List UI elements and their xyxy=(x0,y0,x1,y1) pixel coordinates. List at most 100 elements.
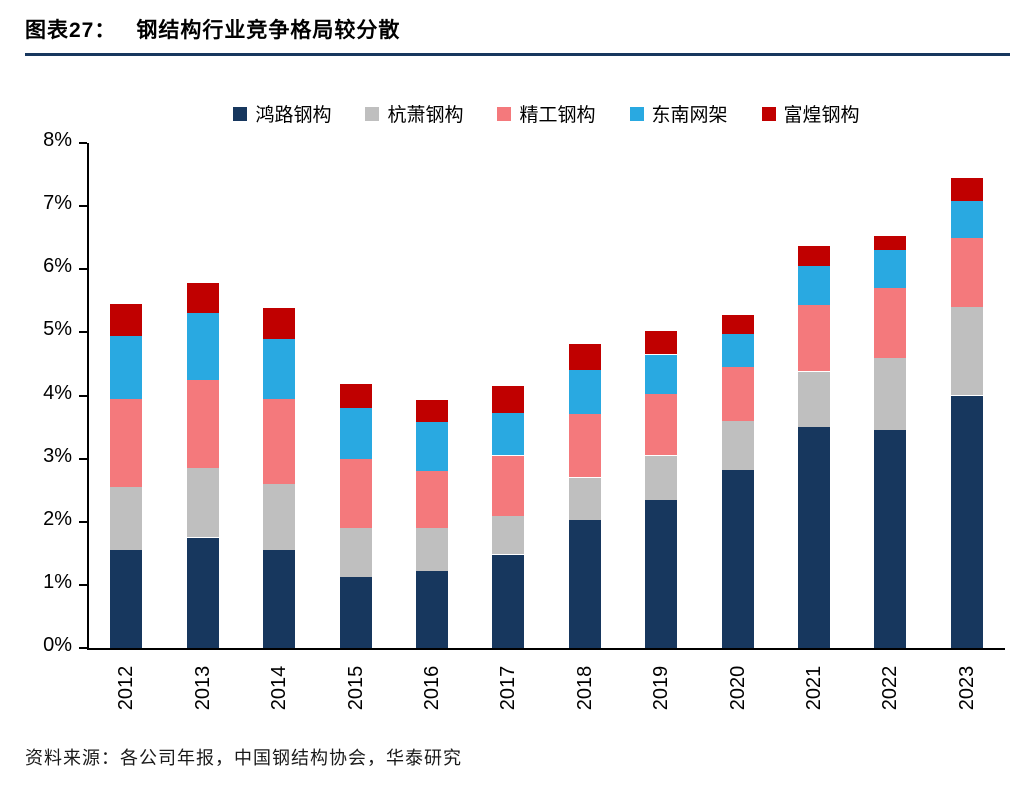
x-axis-label: 2021 xyxy=(803,665,825,711)
x-axis-label: 2014 xyxy=(268,665,290,711)
legend-label: 东南网架 xyxy=(651,105,728,126)
bar-segment xyxy=(721,470,754,648)
x-axis-label: 2019 xyxy=(650,665,673,711)
x-axis-label: 2020 xyxy=(726,665,749,711)
legend-swatch-icon xyxy=(761,106,776,121)
legend-item: 鸿路钢构 xyxy=(233,100,331,127)
bar-segment xyxy=(874,288,907,358)
bar-segment xyxy=(492,412,525,456)
chart-title: 图表27： 钢结构行业竞争格局较分散 xyxy=(25,14,1010,56)
legend-label: 杭萧钢构 xyxy=(387,105,464,126)
y-axis-label: 4% xyxy=(43,381,72,404)
x-axis-label: 2015 xyxy=(344,665,367,711)
bar-segment xyxy=(645,331,678,355)
legend: 鸿路钢构 杭萧钢构 精工钢构 东南网架 富煌钢构 xyxy=(88,100,1005,127)
bar-segment xyxy=(110,335,143,399)
bar-segment xyxy=(568,477,601,520)
bar-segment xyxy=(568,370,601,415)
bar-segment xyxy=(721,367,754,421)
bar-segment xyxy=(798,245,830,267)
bar-segment xyxy=(950,177,983,202)
legend-label: 富煌钢构 xyxy=(783,105,860,126)
bar-segment xyxy=(263,550,295,648)
y-axis-tick xyxy=(79,331,87,334)
bar-segment xyxy=(263,398,295,484)
x-axis-label: 2018 xyxy=(573,665,596,711)
x-axis-label: 2017 xyxy=(497,665,520,711)
y-axis-label: 1% xyxy=(43,570,72,593)
bar-segment xyxy=(186,537,219,648)
bar-segment xyxy=(339,458,372,528)
legend-item: 东南网架 xyxy=(629,100,728,127)
bar-segment xyxy=(798,371,830,427)
bar-segment xyxy=(568,414,601,478)
y-axis-tick xyxy=(79,394,87,397)
bar-segment xyxy=(874,357,907,431)
chart-number: 图表27： xyxy=(25,19,117,42)
legend-label: 精工钢构 xyxy=(519,105,596,126)
legend-swatch-icon xyxy=(233,106,248,121)
x-axis-label: 2023 xyxy=(955,665,978,711)
y-axis-label: 6% xyxy=(43,255,72,278)
x-axis-line xyxy=(87,648,1005,650)
bar-segment xyxy=(874,430,907,648)
legend-item: 富煌钢构 xyxy=(761,100,860,127)
bar-segment xyxy=(110,550,143,648)
legend-swatch-icon xyxy=(629,106,644,121)
y-axis-label: 7% xyxy=(43,192,72,215)
bar-segment xyxy=(263,308,295,339)
bar-segment xyxy=(110,487,143,551)
y-axis-tick xyxy=(79,268,87,271)
bar-segment xyxy=(645,499,678,648)
y-axis-tick xyxy=(79,205,87,208)
chart-title-text: 钢结构行业竞争格局较分散 xyxy=(136,19,401,42)
x-axis-label: 2022 xyxy=(879,665,902,711)
y-axis-tick xyxy=(79,142,87,144)
bar-segment xyxy=(186,283,219,314)
bar-segment xyxy=(721,420,754,470)
bar-segment xyxy=(110,398,143,488)
bar-segment xyxy=(339,528,372,578)
bar-segment xyxy=(415,571,448,648)
y-axis-label: 0% xyxy=(43,634,72,656)
y-axis-label: 8% xyxy=(43,129,72,151)
legend-item: 杭萧钢构 xyxy=(365,100,463,127)
bar-segment xyxy=(645,354,678,394)
bar-segment xyxy=(110,304,143,336)
bar-segment xyxy=(339,408,372,459)
bar-segment xyxy=(721,334,754,368)
legend-swatch-icon xyxy=(497,106,512,121)
bar-segment xyxy=(950,201,983,238)
y-axis-tick xyxy=(79,647,87,649)
bar-segment xyxy=(798,305,830,372)
legend-label: 鸿路钢构 xyxy=(255,105,332,126)
x-axis-label: 2012 xyxy=(115,665,138,711)
bar-segment xyxy=(492,455,525,516)
y-axis-tick xyxy=(79,520,87,523)
bar-segment xyxy=(950,237,983,308)
bar-segment xyxy=(415,422,448,472)
x-axis-label: 2013 xyxy=(191,665,214,711)
bar-segment xyxy=(263,338,295,399)
bar-segment xyxy=(645,455,678,500)
bar-segment xyxy=(339,577,372,648)
y-axis-label: 2% xyxy=(43,507,72,530)
bar-segment xyxy=(492,554,525,648)
bar-segment xyxy=(950,395,983,648)
bar-segment xyxy=(568,343,601,371)
y-axis-label: 5% xyxy=(43,318,72,341)
bar-segment xyxy=(492,386,525,413)
bar-segment xyxy=(645,393,678,456)
bar-segment xyxy=(798,266,830,306)
y-axis-tick xyxy=(79,457,87,460)
legend-swatch-icon xyxy=(365,106,380,121)
bar-segment xyxy=(415,471,448,529)
bar-segment xyxy=(721,315,754,335)
bar-segment xyxy=(415,528,448,571)
bar-segment xyxy=(950,307,983,396)
bar-segment xyxy=(415,399,448,422)
bar-segment xyxy=(186,379,219,469)
bar-segment xyxy=(874,250,907,289)
